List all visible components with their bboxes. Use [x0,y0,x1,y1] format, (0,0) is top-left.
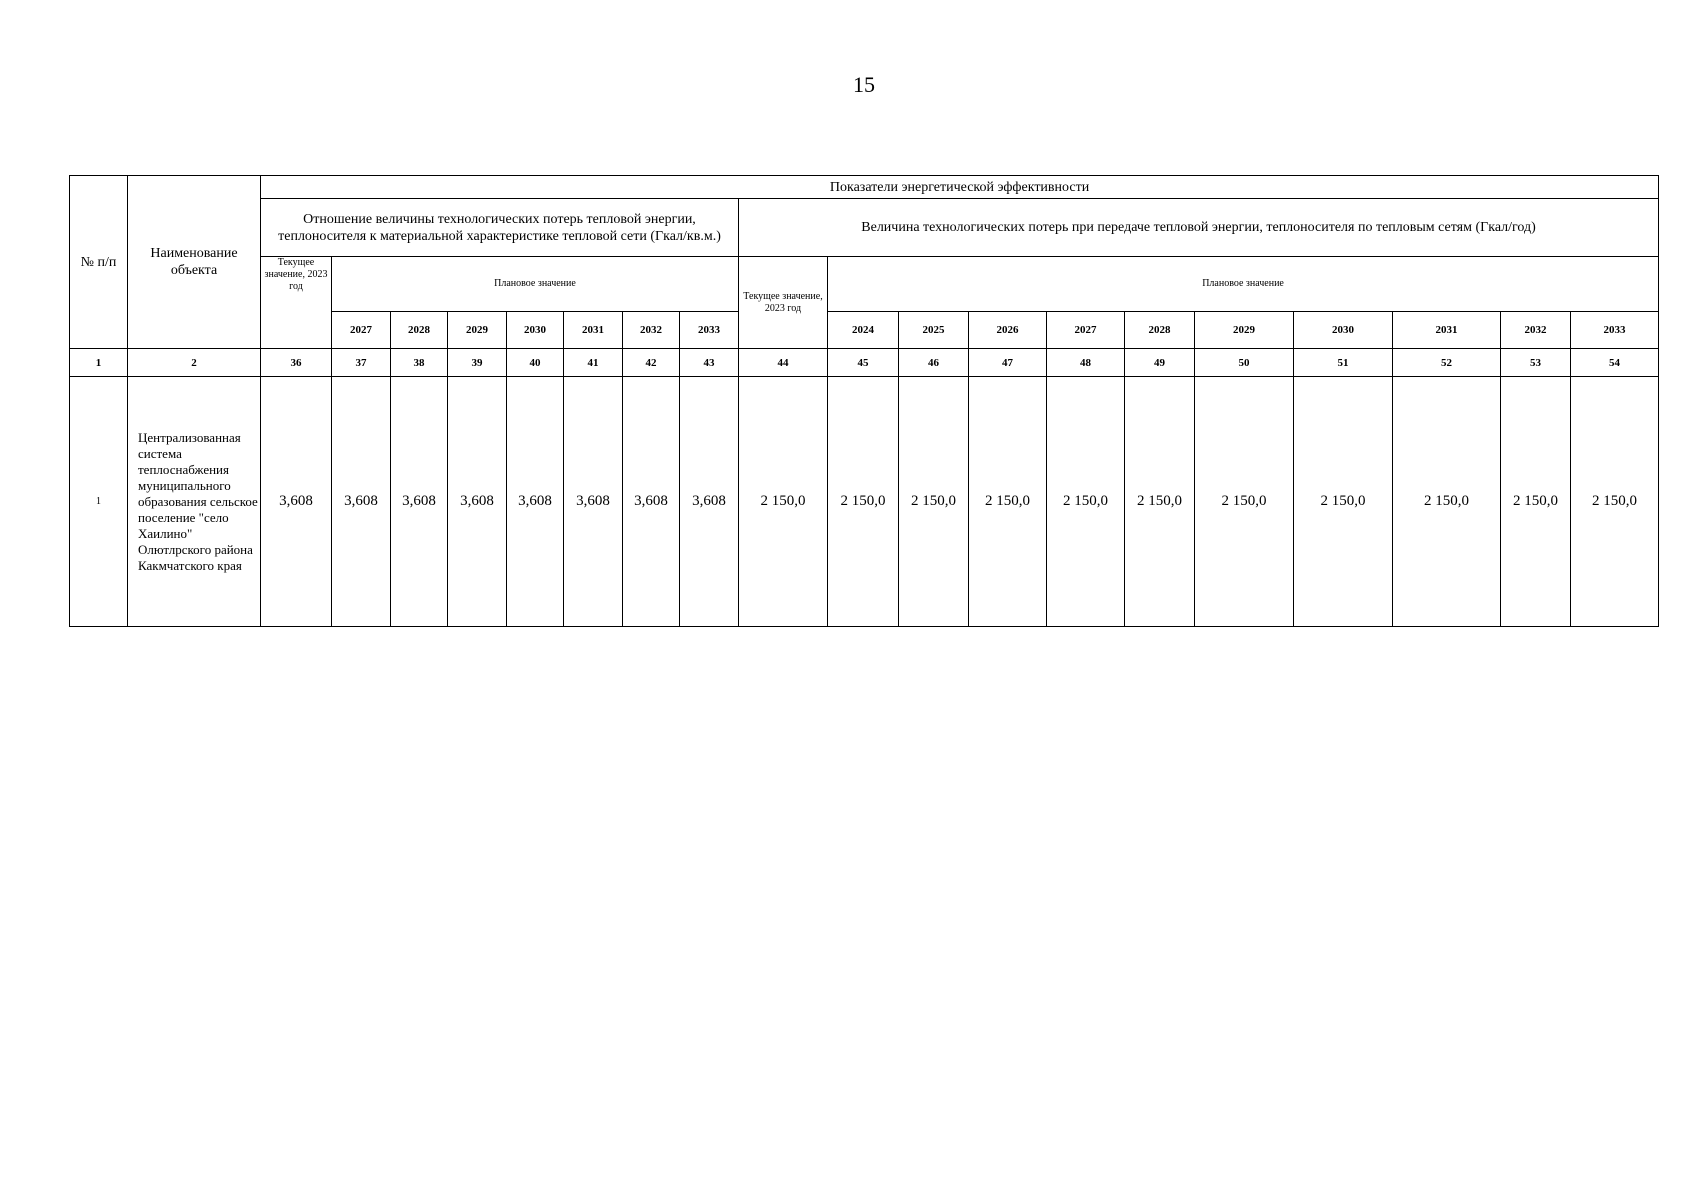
page-number: 15 [853,72,875,97]
column-number: 41 [563,348,623,377]
year-header: 2032 [622,311,680,349]
value-cell: 2 150,0 [738,376,828,627]
header-losses-value: Величина технологических потерь при пере… [737,198,1660,257]
value-cell: 3,608 [260,376,332,627]
header-planned-1: Плановое значение [331,256,739,312]
value-cell: 3,608 [506,376,564,627]
column-number: 52 [1392,348,1501,377]
value-cell: 2 150,0 [898,376,969,627]
column-number: 2 [127,348,261,377]
value-cell: 2 150,0 [1392,376,1501,627]
year-header: 2031 [1392,311,1501,349]
year-header: 2033 [679,311,739,349]
value-cell: 2 150,0 [1293,376,1393,627]
header-planned-2: Плановое значение [826,256,1660,312]
column-number: 54 [1569,348,1660,377]
column-number: 45 [827,348,899,377]
row-name: Централизованная система теплоснабжения … [127,376,261,627]
value-cell: 3,608 [622,376,680,627]
value-cell: 2 150,0 [827,376,899,627]
column-number: 37 [331,348,391,377]
column-number: 51 [1293,348,1393,377]
year-header: 2029 [447,311,507,349]
year-header: 2029 [1194,311,1294,349]
year-header: 2028 [390,311,448,349]
row-num: 1 [69,376,128,627]
header-ratio-losses: Отношение величины технологических потер… [260,198,739,257]
value-cell: 2 150,0 [1569,376,1660,627]
year-header: 2033 [1569,311,1660,349]
year-header: 2025 [898,311,969,349]
column-number: 38 [390,348,448,377]
year-header: 2032 [1500,311,1571,349]
column-number: 42 [622,348,680,377]
value-cell: 2 150,0 [1046,376,1125,627]
year-header: 2027 [331,311,391,349]
header-current-1: Текущее значение, 2023 год [260,256,332,349]
column-number: 43 [679,348,739,377]
column-number: 36 [260,348,332,377]
column-number: 50 [1194,348,1294,377]
year-header: 2031 [563,311,623,349]
value-cell: 2 150,0 [968,376,1047,627]
value-cell: 2 150,0 [1194,376,1294,627]
year-header: 2024 [827,311,899,349]
column-number: 1 [69,348,128,377]
header-group: Показатели энергетической эффективности [259,175,1660,199]
value-cell: 3,608 [447,376,507,627]
column-number: 40 [506,348,564,377]
value-cell: 3,608 [679,376,739,627]
value-cell: 3,608 [390,376,448,627]
header-name: Наименование объекта [127,175,261,349]
year-header: 2030 [1293,311,1393,349]
value-cell: 2 150,0 [1124,376,1195,627]
column-number: 48 [1046,348,1125,377]
header-current-2: Текущее значение, 2023 год [738,256,828,349]
column-number: 44 [738,348,828,377]
column-number: 49 [1124,348,1195,377]
year-header: 2028 [1124,311,1195,349]
column-number: 53 [1500,348,1571,377]
value-cell: 2 150,0 [1500,376,1571,627]
year-header: 2030 [506,311,564,349]
year-header: 2027 [1046,311,1125,349]
column-number: 39 [447,348,507,377]
value-cell: 3,608 [331,376,391,627]
value-cell: 3,608 [563,376,623,627]
column-number: 47 [968,348,1047,377]
header-num: № п/п [69,175,128,349]
year-header: 2026 [968,311,1047,349]
column-number: 46 [898,348,969,377]
energy-efficiency-table: № п/п Наименование объекта Показатели эн… [69,175,1660,627]
